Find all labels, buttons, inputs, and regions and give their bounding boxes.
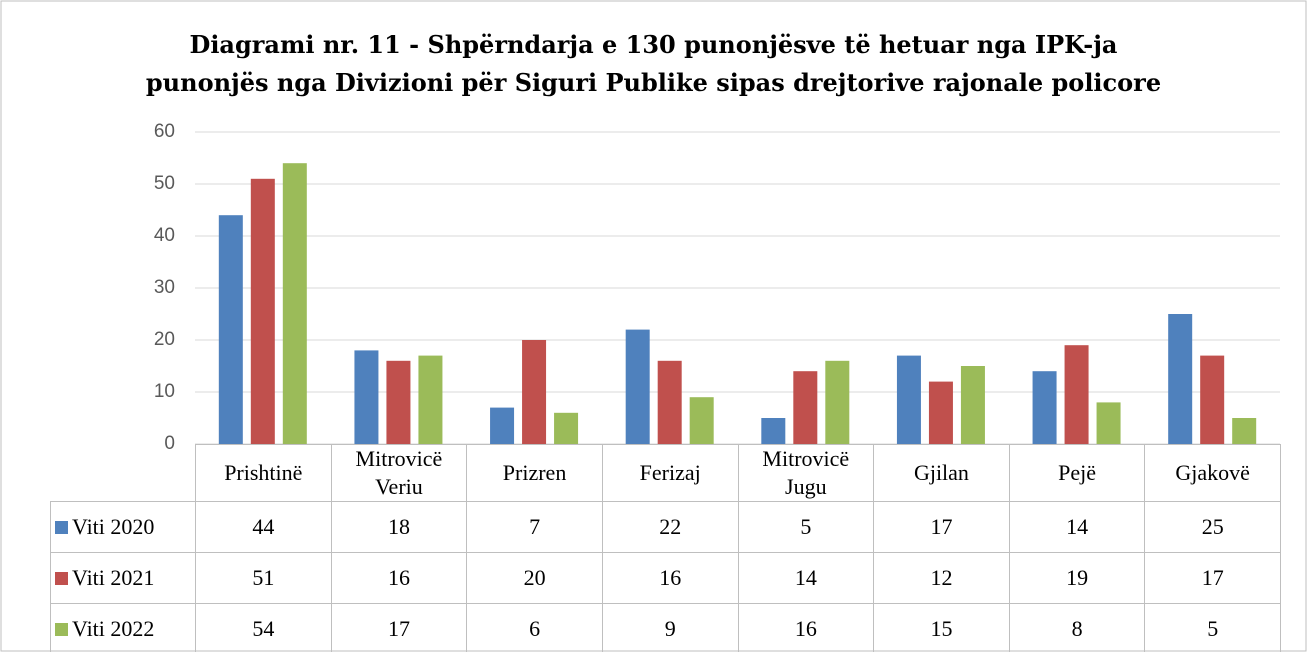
table-value: 8	[1008, 603, 1146, 652]
bar	[218, 215, 243, 444]
y-tick-label: 30	[154, 277, 175, 298]
bar	[522, 340, 547, 444]
table-value: 20	[466, 552, 603, 604]
table-value: 5	[737, 501, 875, 553]
x-tick-label: Prizren	[466, 444, 603, 502]
bar	[657, 360, 682, 444]
table-value: 6	[466, 603, 603, 652]
bar	[689, 397, 714, 444]
bar	[490, 407, 515, 444]
table-value: 5	[1144, 603, 1281, 652]
series-row: Viti 2021 51 16 20 16 14 12 19 17	[50, 552, 1281, 604]
table-value: 17	[330, 603, 468, 652]
y-tick-label: 40	[154, 225, 175, 246]
x-tick-label: Ferizaj	[601, 444, 739, 502]
y-tick-label: 60	[154, 121, 175, 142]
data-table: Prishtinë Mitrovicë Veriu Prizren Ferizaj Mi…	[50, 444, 1281, 652]
y-tick-label: 0	[164, 433, 175, 454]
table-value: 19	[1008, 552, 1146, 604]
table-value: 9	[601, 603, 739, 652]
bar	[960, 366, 985, 444]
bar	[1032, 371, 1057, 444]
bar	[625, 329, 650, 444]
table-value: 16	[601, 552, 739, 604]
table-value: 18	[330, 501, 468, 553]
series-row: Viti 2020 44 18 7 22 5 17 14 25	[50, 501, 1281, 553]
table-value: 17	[1144, 552, 1281, 604]
x-tick-label: Pejë	[1008, 444, 1146, 502]
table-corner	[50, 444, 196, 502]
legend-label: Viti 2021	[72, 565, 155, 590]
bar	[282, 163, 307, 444]
bar	[354, 350, 379, 444]
table-value: 17	[873, 501, 1010, 553]
table-value: 44	[195, 501, 332, 553]
x-tick-label: Gjilan	[873, 444, 1010, 502]
bar	[1096, 402, 1121, 444]
legend-label: Viti 2022	[72, 616, 155, 641]
legend-key	[55, 521, 68, 534]
bar	[896, 355, 921, 444]
legend-entry: Viti 2022	[50, 603, 196, 652]
table-value: 51	[195, 552, 332, 604]
x-tick-label: Mitrovicë Jugu	[737, 444, 875, 502]
x-tick-label: Mitrovicë Veriu	[330, 444, 468, 502]
bar	[928, 381, 953, 444]
table-value: 15	[873, 603, 1010, 652]
bar	[418, 355, 443, 444]
table-value: 22	[601, 501, 739, 553]
table-value: 25	[1144, 501, 1281, 553]
bar	[250, 178, 275, 445]
bar	[1064, 345, 1089, 444]
table-value: 16	[330, 552, 468, 604]
table-value: 54	[195, 603, 332, 652]
legend-key	[55, 623, 68, 636]
series-row: Viti 2022 54 17 6 9 16 15 8 5	[50, 603, 1281, 652]
x-tick-label: Prishtinë	[195, 444, 332, 502]
bar	[761, 418, 786, 444]
bar	[1168, 314, 1193, 444]
bar	[793, 371, 818, 444]
y-tick-label: 50	[154, 173, 175, 194]
bar	[825, 360, 850, 444]
table-value: 14	[737, 552, 875, 604]
title-line: Diagrami nr. 11 - Shpërndarja e 130 puno…	[189, 30, 1118, 59]
legend-entry: Viti 2021	[50, 552, 196, 604]
chart-title: Diagrami nr. 11 - Shpërndarja e 130 puno…	[0, 26, 1307, 102]
title-line: punonjës nga Divizioni për Siguri Publik…	[145, 68, 1162, 97]
table-value: 16	[737, 603, 875, 652]
bar	[1200, 355, 1225, 444]
table-value: 14	[1008, 501, 1146, 553]
category-row: Prishtinë Mitrovicë Veriu Prizren Ferizaj Mi…	[50, 444, 1281, 502]
table-value: 7	[466, 501, 603, 553]
bar	[554, 412, 579, 444]
y-tick-label: 20	[154, 329, 175, 350]
bar	[1232, 418, 1257, 444]
table-value: 12	[873, 552, 1010, 604]
bar	[386, 360, 411, 444]
legend-entry: Viti 2020	[50, 501, 196, 553]
y-tick-label: 10	[154, 381, 175, 402]
x-tick-label: Gjakovë	[1144, 444, 1281, 502]
legend-label: Viti 2020	[72, 514, 155, 539]
legend-key	[55, 572, 68, 585]
